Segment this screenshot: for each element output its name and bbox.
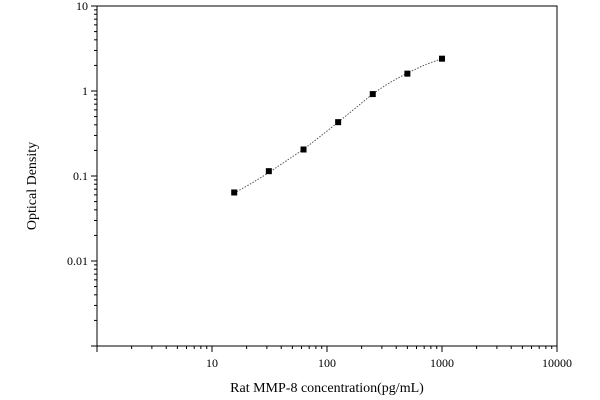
data-point [369, 91, 376, 98]
y-tick-label: 1 [82, 84, 88, 98]
y-tick-label: 0.1 [73, 169, 88, 183]
y-axis-ticks: 0.01 0.1 1 10 [67, 0, 97, 347]
x-tick-label: 10 [206, 356, 218, 370]
y-tick-label: 10 [76, 0, 88, 13]
x-axis-ticks: 10 100 1000 10000 [96, 346, 572, 370]
x-tick-label: 1000 [430, 356, 454, 370]
x-axis-title: Rat MMP-8 concentration(pg/mL) [230, 381, 424, 396]
data-point [265, 168, 272, 175]
fit-curve [233, 58, 443, 194]
data-point [335, 119, 342, 126]
x-tick-label: 100 [318, 356, 336, 370]
data-points [231, 55, 445, 196]
data-point [231, 189, 238, 196]
x-tick-label: 10000 [542, 356, 572, 370]
data-point [300, 146, 307, 153]
y-axis-title: Optical Density [25, 142, 40, 230]
data-point [404, 70, 411, 77]
y-tick-label: 0.01 [67, 254, 88, 268]
plot-frame [96, 5, 558, 347]
data-point [439, 55, 445, 62]
